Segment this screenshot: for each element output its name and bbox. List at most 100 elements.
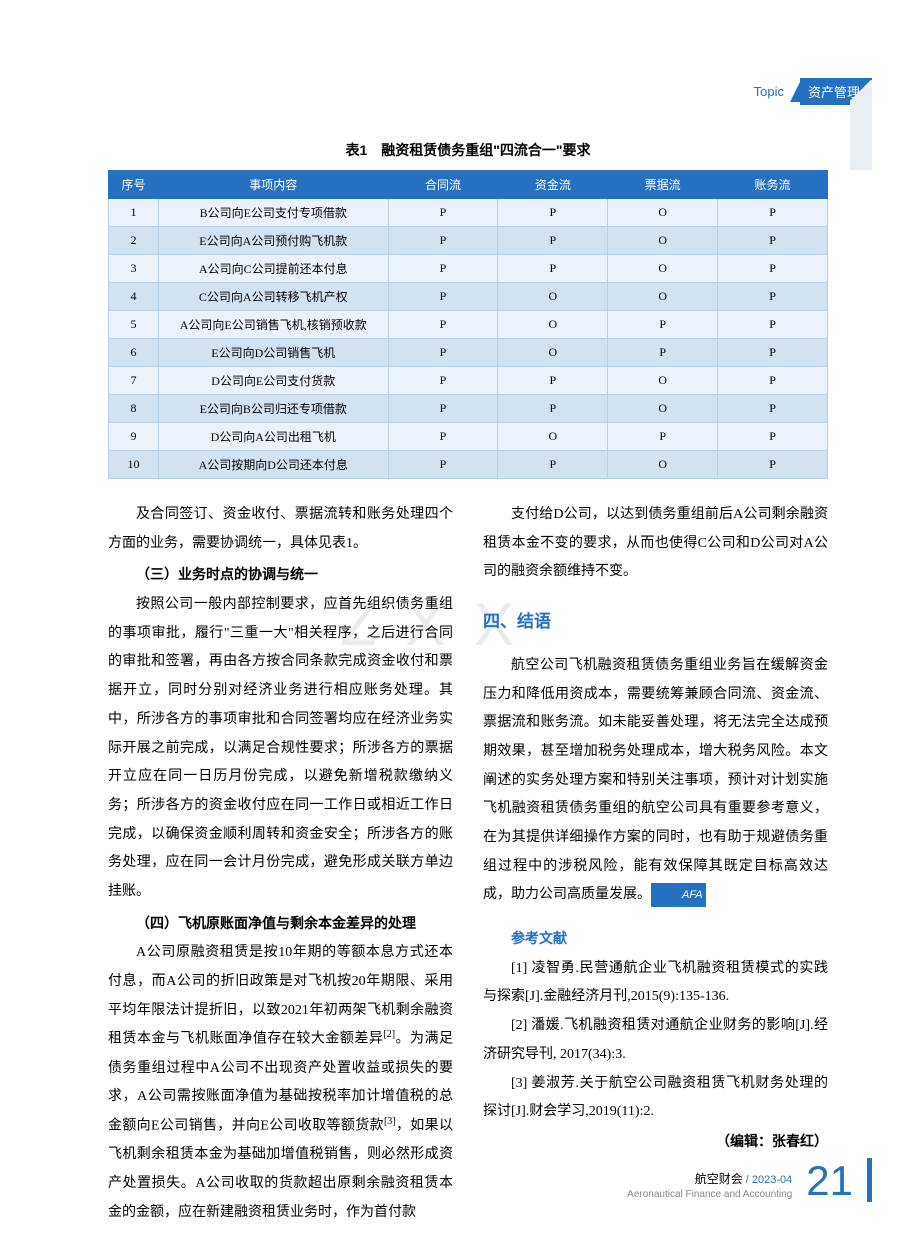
left-column: 及合同签订、资金收付、票据流转和账务处理四个方面的业务，需要协调统一，具体见表1…: [108, 501, 453, 1228]
table-cell: 10: [109, 451, 159, 479]
table-cell: O: [608, 255, 718, 283]
table-cell: 8: [109, 395, 159, 423]
table-cell: 5: [109, 311, 159, 339]
table-cell: 6: [109, 339, 159, 367]
section-4-heading: 四、结语: [483, 605, 828, 640]
table-cell: P: [718, 199, 828, 227]
table-cell: O: [608, 367, 718, 395]
table-cell: 1: [109, 199, 159, 227]
table-cell: A公司向C公司提前还本付息: [158, 255, 388, 283]
topic-label: Topic: [754, 84, 784, 99]
table-cell: P: [388, 395, 498, 423]
table-cell: D公司向E公司支付货款: [158, 367, 388, 395]
table-cell: P: [498, 395, 608, 423]
table-cell: P: [718, 255, 828, 283]
reference-item: [1] 凌智勇.民营通航企业飞机融资租赁模式的实践与探索[J].金融经济月刊,2…: [483, 955, 828, 1012]
table-header-cell: 合同流: [388, 171, 498, 199]
table-cell: P: [718, 423, 828, 451]
table-caption: 表1 融资租赁债务重组"四流合一"要求: [108, 140, 828, 160]
continuation-paragraph: 支付给D公司，以达到债务重组前后A公司剩余融资租赁本金不变的要求，从而也使得C公…: [483, 501, 828, 587]
intro-paragraph: 及合同签订、资金收付、票据流转和账务处理四个方面的业务，需要协调统一，具体见表1…: [108, 501, 453, 558]
table-row: 10A公司按期向D公司还本付息PPOP: [109, 451, 828, 479]
subsection-3: （三）业务时点的协调与统一: [108, 560, 453, 589]
table-cell: 9: [109, 423, 159, 451]
table-cell: O: [608, 227, 718, 255]
table-cell: B公司向E公司支付专项借款: [158, 199, 388, 227]
table-cell: P: [388, 311, 498, 339]
table-cell: P: [498, 199, 608, 227]
journal-name-en: Aeronautical Finance and Accounting: [627, 1188, 792, 1202]
table-cell: P: [608, 311, 718, 339]
table-header-cell: 票据流: [608, 171, 718, 199]
references-heading: 参考文献: [483, 924, 828, 953]
table-header-cell: 资金流: [498, 171, 608, 199]
table-cell: O: [608, 451, 718, 479]
table-row: 3A公司向C公司提前还本付息PPOP: [109, 255, 828, 283]
editor-credit: （编辑：张春红）: [483, 1127, 828, 1156]
table-cell: O: [608, 395, 718, 423]
table-cell: P: [498, 367, 608, 395]
table-row: 5A公司向E公司销售飞机,核销预收款POPP: [109, 311, 828, 339]
table-cell: O: [498, 423, 608, 451]
paragraph-4: A公司原融资租赁是按10年期的等额本息方式还本付息，而A公司的折旧政策是对飞机按…: [108, 939, 453, 1227]
table-cell: P: [498, 227, 608, 255]
page-number: 21: [806, 1160, 853, 1202]
table-cell: E公司向A公司预付购飞机款: [158, 227, 388, 255]
table-cell: A公司按期向D公司还本付息: [158, 451, 388, 479]
footer-text: 航空财会 / 2023-04 Aeronautical Finance and …: [627, 1171, 792, 1202]
table-cell: P: [718, 451, 828, 479]
table-cell: P: [498, 255, 608, 283]
table-cell: P: [388, 339, 498, 367]
table-row: 8E公司向B公司归还专项借款PPOP: [109, 395, 828, 423]
table-cell: O: [608, 199, 718, 227]
table-cell: P: [388, 227, 498, 255]
decorative-stripe: [850, 100, 872, 170]
table-cell: P: [498, 451, 608, 479]
paragraph-3: 按照公司一般内部控制要求，应首先组织债务重组的事项审批，履行"三重一大"相关程序…: [108, 591, 453, 907]
table-cell: P: [718, 283, 828, 311]
table-row: 7D公司向E公司支付货款PPOP: [109, 367, 828, 395]
table-cell: O: [498, 339, 608, 367]
requirements-table: 序号事项内容合同流资金流票据流账务流 1B公司向E公司支付专项借款PPOP2E公…: [108, 170, 828, 479]
page-accent-bar: [867, 1158, 872, 1202]
page-footer: 航空财会 / 2023-04 Aeronautical Finance and …: [627, 1158, 872, 1202]
table-header-cell: 账务流: [718, 171, 828, 199]
issue-number: 2023-04: [752, 1174, 792, 1186]
slash-divider: [790, 82, 800, 102]
table-cell: P: [718, 227, 828, 255]
table-header-cell: 序号: [109, 171, 159, 199]
table-cell: P: [388, 283, 498, 311]
journal-name-cn: 航空财会: [695, 1172, 743, 1186]
table-row: 1B公司向E公司支付专项借款PPOP: [109, 199, 828, 227]
reference-item: [2] 潘媛.飞机融资租赁对通航企业财务的影响[J].经济研究导刊, 2017(…: [483, 1012, 828, 1069]
table-cell: O: [608, 283, 718, 311]
table-cell: 4: [109, 283, 159, 311]
table-cell: P: [388, 199, 498, 227]
table-cell: A公司向E公司销售飞机,核销预收款: [158, 311, 388, 339]
table-cell: O: [498, 311, 608, 339]
table-cell: P: [608, 423, 718, 451]
table-cell: P: [718, 339, 828, 367]
table-cell: P: [608, 339, 718, 367]
table-cell: P: [388, 423, 498, 451]
table-cell: E公司向D公司销售飞机: [158, 339, 388, 367]
table-row: 9D公司向A公司出租飞机POPP: [109, 423, 828, 451]
right-column: 支付给D公司，以达到债务重组前后A公司剩余融资租赁本金不变的要求，从而也使得C公…: [483, 501, 828, 1228]
afa-badge: AFA: [651, 883, 706, 908]
table-row: 6E公司向D公司销售飞机POPP: [109, 339, 828, 367]
footer-sep: /: [743, 1174, 752, 1186]
subsection-4: （四）飞机原账面净值与剩余本金差异的处理: [108, 909, 453, 938]
table-cell: P: [718, 395, 828, 423]
text-columns: 及合同签订、资金收付、票据流转和账务处理四个方面的业务，需要协调统一，具体见表1…: [108, 501, 828, 1228]
table-cell: O: [498, 283, 608, 311]
table-row: 2E公司向A公司预付购飞机款PPOP: [109, 227, 828, 255]
table-cell: 3: [109, 255, 159, 283]
table-cell: D公司向A公司出租飞机: [158, 423, 388, 451]
table-header-cell: 事项内容: [158, 171, 388, 199]
table-cell: 7: [109, 367, 159, 395]
conclusion-paragraph: 航空公司飞机融资租赁债务重组业务旨在缓解资金压力和降低用资成本，需要统筹兼顾合同…: [483, 652, 828, 910]
table-cell: P: [718, 311, 828, 339]
table-cell: P: [388, 367, 498, 395]
table-cell: P: [388, 451, 498, 479]
table-cell: 2: [109, 227, 159, 255]
